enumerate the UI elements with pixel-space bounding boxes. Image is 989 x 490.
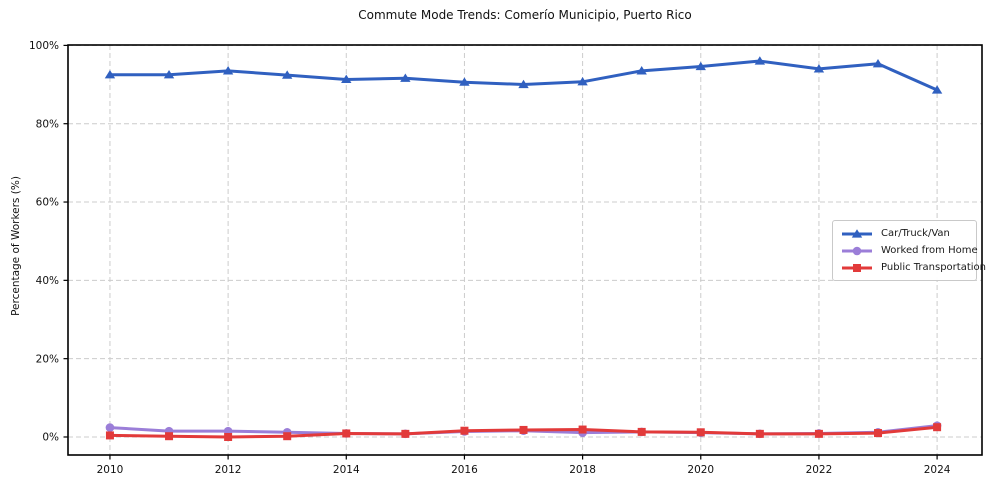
triangle-marker	[281, 70, 293, 79]
x-tick-label: 2022	[806, 464, 833, 476]
triangle-marker	[341, 74, 352, 84]
triangle-marker	[754, 56, 766, 65]
triangle-marker	[163, 69, 175, 79]
square-marker	[814, 429, 823, 438]
series-car-truck-van	[104, 56, 943, 94]
plot-border	[67, 44, 983, 456]
y-tick-label: 40%	[36, 275, 59, 287]
triangle-marker	[636, 66, 647, 75]
square-marker	[519, 425, 528, 434]
square-marker	[283, 432, 292, 441]
square-marker	[224, 432, 233, 441]
x-tick-label: 2012	[215, 464, 242, 476]
square-marker	[874, 429, 883, 438]
square-marker	[342, 429, 351, 438]
y-tick-label: 60%	[36, 197, 59, 209]
triangle-marker	[872, 58, 884, 68]
square-marker	[460, 426, 469, 435]
triangle-marker	[931, 85, 943, 94]
square-marker	[755, 429, 764, 438]
y-tick-label: 20%	[36, 353, 59, 365]
triangle-marker	[577, 77, 588, 86]
square-marker	[578, 425, 587, 434]
legend: Car/Truck/Van Worked from Home Public Tran…	[832, 220, 986, 281]
triangle-marker	[104, 69, 116, 79]
x-tick-label: 2014	[333, 464, 360, 476]
square-marker	[853, 263, 861, 272]
circle-marker	[852, 246, 862, 255]
legend-entry: Public Transportation	[840, 259, 986, 276]
square-marker	[165, 432, 174, 441]
square-marker	[105, 431, 114, 440]
series-public-transportation	[105, 423, 942, 441]
triangle-marker	[222, 66, 234, 75]
legend-label: Car/Truck/Van	[881, 228, 950, 239]
legend-square-icon	[842, 263, 872, 272]
x-tick-label: 2010	[97, 464, 124, 476]
triangle-marker	[813, 64, 825, 73]
y-tick-label: 0%	[42, 432, 59, 444]
legend-label: Public Transportation	[881, 262, 986, 273]
square-marker	[637, 427, 646, 436]
y-tick-label: 80%	[36, 118, 59, 130]
legend-label: Worked from Home	[881, 245, 978, 256]
triangle-marker	[695, 61, 706, 71]
legend-triangle-icon	[842, 228, 872, 238]
chart-title: Commute Mode Trends: Comerío Municipio, …	[358, 8, 692, 22]
triangle-marker	[459, 77, 470, 86]
triangle-marker	[400, 73, 411, 82]
legend-circle-icon	[842, 246, 872, 255]
y-tick-label: 100%	[29, 40, 59, 52]
x-tick-label: 2020	[687, 464, 714, 476]
square-marker	[696, 428, 705, 437]
square-marker	[401, 429, 410, 438]
square-marker	[933, 423, 942, 432]
circle-marker	[105, 423, 115, 432]
triangle-marker	[518, 79, 529, 89]
x-tick-label: 2018	[569, 464, 596, 476]
triangle-marker	[851, 228, 863, 238]
x-tick-label: 2024	[924, 464, 951, 476]
legend-entry: Worked from Home	[840, 242, 978, 259]
legend-entry: Car/Truck/Van	[840, 225, 969, 242]
x-tick-label: 2016	[451, 464, 478, 476]
